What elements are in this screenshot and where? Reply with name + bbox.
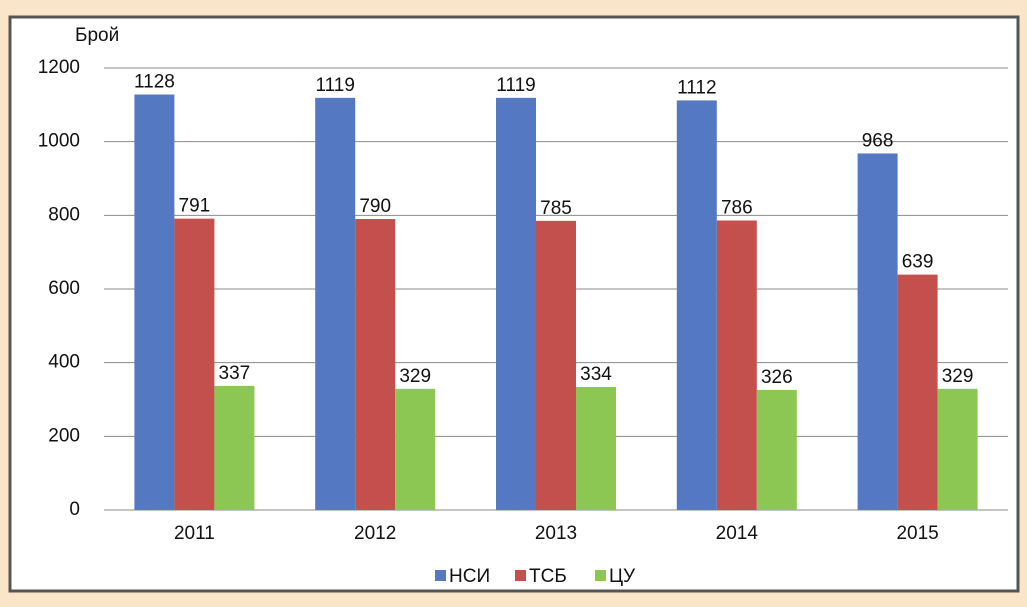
- legend-swatch: [435, 570, 446, 581]
- value-label: 1119: [496, 75, 535, 96]
- bar: [214, 385, 255, 510]
- bar: [716, 220, 757, 511]
- value-label: 329: [399, 366, 431, 387]
- value-label: 786: [721, 198, 753, 219]
- value-label: 334: [580, 364, 612, 385]
- bar: [857, 153, 898, 510]
- bar: [756, 389, 797, 510]
- bar: [676, 100, 717, 510]
- y-tick-label: 1000: [38, 131, 80, 152]
- x-tick-label: 2013: [535, 523, 577, 544]
- x-tick-label: 2014: [716, 523, 759, 544]
- x-tick-label: 2011: [174, 523, 215, 544]
- legend-swatch: [515, 570, 526, 581]
- value-label: 329: [942, 366, 974, 387]
- x-tick-label: 2012: [354, 523, 396, 544]
- bar: [496, 97, 536, 511]
- y-tick-label: 200: [48, 425, 80, 446]
- bar: [134, 94, 175, 511]
- value-label: 791: [179, 196, 211, 217]
- bar: [395, 388, 436, 510]
- bar: [937, 388, 978, 510]
- bar: [174, 218, 215, 511]
- legend-swatch: [595, 570, 606, 581]
- value-label: 1128: [134, 72, 175, 93]
- bar: [576, 386, 616, 510]
- value-label: 639: [902, 252, 934, 273]
- y-tick-label: 400: [48, 352, 80, 373]
- bar: [536, 220, 576, 510]
- y-tick-label: 0: [69, 499, 80, 520]
- value-label: 337: [219, 363, 251, 384]
- value-label: 1119: [315, 75, 354, 96]
- value-label: 790: [359, 196, 391, 217]
- x-tick-label: 2015: [896, 523, 938, 544]
- legend-label: НСИ: [449, 566, 490, 587]
- value-label: 326: [761, 367, 793, 388]
- value-label: 1112: [677, 77, 716, 98]
- bar: [897, 274, 938, 510]
- y-tick-label: 800: [48, 204, 80, 225]
- y-axis-label: Брой: [75, 25, 119, 46]
- legend-label: ТСБ: [529, 566, 567, 587]
- value-label: 785: [540, 198, 572, 219]
- bar: [315, 97, 356, 511]
- value-label: 968: [862, 130, 894, 151]
- y-tick-label: 600: [48, 278, 80, 299]
- legend-label: ЦУ: [609, 566, 636, 587]
- bar: [355, 219, 396, 510]
- y-tick-label: 1200: [38, 57, 80, 78]
